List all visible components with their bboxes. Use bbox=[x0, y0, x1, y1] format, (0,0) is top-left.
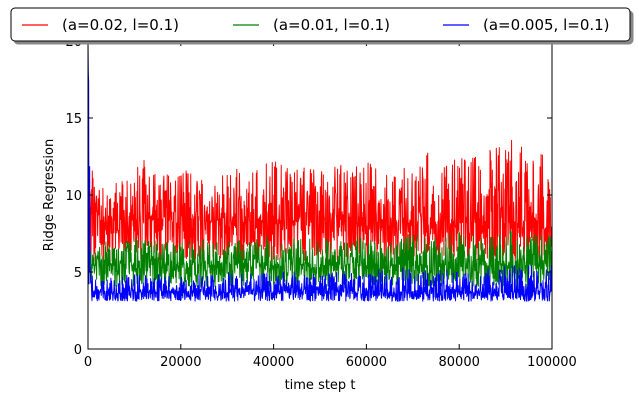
y-tick-label: 15 bbox=[65, 112, 82, 127]
legend-items: (a=0.02, l=0.1) (a=0.01, l=0.1) (a=0.005, … bbox=[22, 16, 610, 34]
x-tick-label: 80000 bbox=[439, 355, 480, 370]
series-line-3 bbox=[88, 41, 552, 302]
x-tick-label: 20000 bbox=[160, 355, 201, 370]
series-line-1 bbox=[88, 139, 552, 263]
y-tick-label: 0 bbox=[74, 343, 82, 358]
series-line-2 bbox=[88, 225, 552, 288]
legend-label-1: (a=0.02, l=0.1) bbox=[62, 16, 179, 34]
x-tick-label: 0 bbox=[84, 355, 92, 370]
legend-label-3: (a=0.005, l=0.1) bbox=[483, 16, 610, 34]
x-axis-title: time step t bbox=[285, 378, 356, 393]
y-tick-label: 5 bbox=[74, 266, 82, 281]
y-tick-label: 10 bbox=[65, 189, 82, 204]
x-tick-label: 60000 bbox=[346, 355, 387, 370]
x-tick-label: 100000 bbox=[527, 355, 577, 370]
legend: (a=0.02, l=0.1) (a=0.01, l=0.1) (a=0.005, … bbox=[10, 7, 631, 42]
y-axis-title: Ridge Regression bbox=[42, 139, 57, 251]
legend-label-2: (a=0.01, l=0.1) bbox=[273, 16, 390, 34]
series-layer bbox=[88, 41, 552, 302]
legend-box bbox=[10, 7, 631, 42]
x-tick-label: 40000 bbox=[253, 355, 294, 370]
